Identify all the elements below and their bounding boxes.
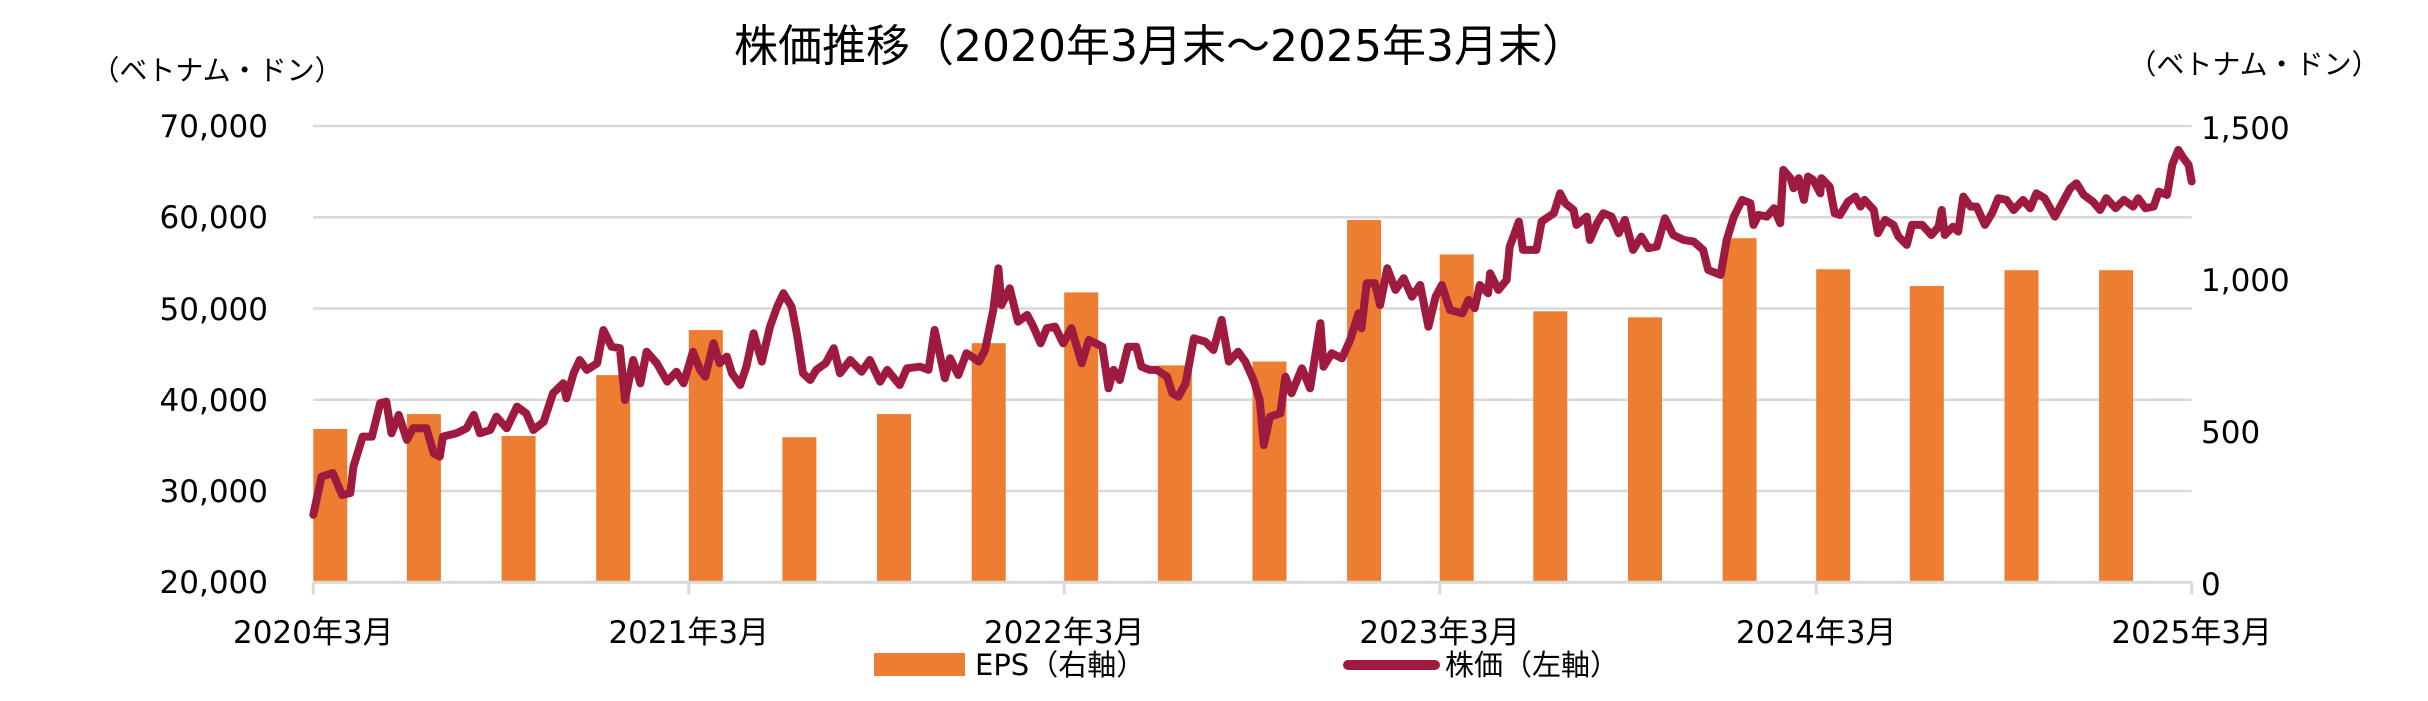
eps-bar [971,343,1006,583]
left-axis-tick-label: 20,000 [159,565,268,602]
eps-bar [782,437,817,583]
right-axis-tick-label: 0 [2201,567,2221,604]
stock-price-series [309,145,2196,519]
eps-bar-series [313,220,2134,583]
legend-swatch-eps-bar-icon [874,653,965,676]
legend-swatch-line-icon [1343,660,1440,670]
x-axis-tick-label: 2020年3月 [232,615,394,651]
legend-label-eps: EPS（右軸） [975,648,1146,682]
eps-bar [2004,270,2039,583]
left-axis-tick-label: 30,000 [159,474,268,511]
eps-bar [1909,286,1944,583]
right-axis-tick-label: 500 [2201,415,2261,452]
x-axis-tick-label: 2023年3月 [1359,615,1521,651]
right-axis-tick-label: 1,000 [2201,263,2290,300]
right-axis-unit-label: （ベトナム・ドン） [2128,48,2380,81]
left-axis-tick-label: 50,000 [159,291,268,328]
eps-bar [1347,220,1382,583]
x-axis-tick-label: 2025年3月 [2111,615,2272,651]
eps-bar [1533,311,1568,583]
eps-bar [877,414,911,583]
eps-bar [596,375,631,583]
eps-bar [1157,365,1192,583]
eps-bar [1722,238,1757,583]
eps-bar [1816,269,1851,583]
stock-price-line [309,145,2196,519]
left-axis-tick-label: 60,000 [159,200,268,237]
eps-bar [501,436,536,583]
x-axis-tick-label: 2024年3月 [1735,615,1897,651]
left-axis-tick-label: 40,000 [159,382,268,419]
left-axis-tick-label: 70,000 [159,109,268,145]
chart-title: 株価推移（2020年3月末～2025年3月末） [734,21,1586,72]
x-axis [311,580,2194,595]
x-axis-tick-label: 2021年3月 [608,615,770,651]
eps-bar [2099,270,2134,583]
eps-bar [1628,317,1662,583]
eps-bar [406,414,441,583]
x-axis-tick-label: 2022年3月 [983,615,1145,651]
right-axis-tick-label: 1,500 [2201,111,2290,147]
legend-label-stock-price: 株価（左軸） [1445,648,1620,682]
left-axis-unit-label: （ベトナム・ドン） [91,54,343,87]
